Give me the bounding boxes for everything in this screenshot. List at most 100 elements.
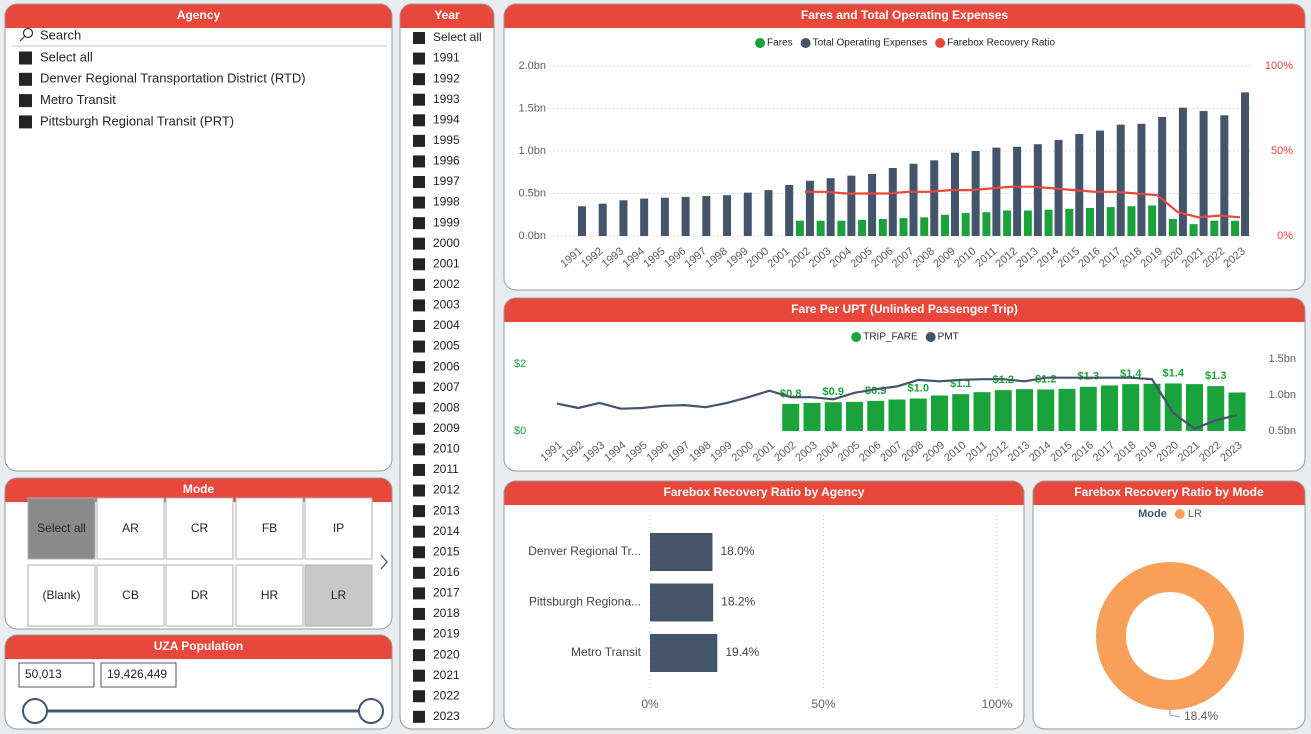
checkbox[interactable]	[413, 278, 425, 291]
checkbox[interactable]	[413, 299, 425, 312]
slicer-item[interactable]: 2007	[433, 380, 460, 394]
checkbox[interactable]	[413, 52, 425, 65]
mode-button-label[interactable]: Select all	[37, 521, 86, 535]
slicer-item[interactable]: 2004	[433, 318, 460, 332]
slicer-item[interactable]: 2000	[433, 236, 460, 250]
slicer-item[interactable]: 1992	[433, 71, 460, 85]
checkbox[interactable]	[413, 319, 425, 332]
checkbox[interactable]	[19, 115, 32, 129]
slicer-item[interactable]: 1991	[433, 51, 460, 65]
checkbox[interactable]	[413, 32, 425, 44]
slicer-item[interactable]: 2013	[433, 503, 460, 517]
checkbox[interactable]	[413, 73, 425, 86]
slicer-item[interactable]: 2019	[433, 627, 460, 641]
checkbox[interactable]	[413, 381, 425, 394]
slicer-item[interactable]: 1998	[433, 195, 460, 209]
slicer-item[interactable]: 2010	[433, 442, 460, 456]
input-box[interactable]	[100, 662, 177, 688]
input-value[interactable]: 19,426,449	[107, 667, 167, 681]
mode-button[interactable]	[27, 564, 96, 627]
slicer-item[interactable]: 2018	[433, 606, 460, 620]
slicer-item[interactable]: Pittsburgh Regional Transit (PRT)	[40, 113, 234, 128]
slicer-item[interactable]: 2003	[433, 298, 460, 312]
checkbox[interactable]	[413, 690, 425, 703]
slicer-item[interactable]: 2021	[433, 668, 460, 682]
checkbox[interactable]	[413, 93, 425, 106]
checkbox[interactable]	[413, 422, 425, 435]
checkbox[interactable]	[413, 566, 425, 579]
checkbox[interactable]	[413, 525, 425, 538]
slicer-item[interactable]: 2017	[433, 586, 460, 600]
input-value[interactable]: 50,013	[25, 667, 62, 681]
mode-button[interactable]	[165, 497, 234, 560]
slicer-item[interactable]: 2022	[433, 688, 460, 702]
checkbox[interactable]	[413, 114, 425, 127]
checkbox[interactable]	[413, 340, 425, 353]
slicer-item[interactable]: 1999	[433, 215, 460, 229]
mode-button-label[interactable]: FB	[262, 521, 277, 535]
slicer-item[interactable]: Denver Regional Transportation District …	[40, 71, 306, 86]
slider-handle[interactable]	[22, 698, 48, 724]
slicer-item[interactable]: 2001	[433, 256, 460, 270]
slicer-item[interactable]: 2015	[433, 544, 460, 558]
mode-button-label[interactable]: CR	[191, 521, 209, 535]
slicer-item[interactable]: 2002	[433, 277, 460, 291]
checkbox[interactable]	[413, 484, 425, 497]
checkbox[interactable]	[413, 669, 425, 682]
checkbox[interactable]	[413, 402, 425, 415]
mode-button-label[interactable]: IP	[333, 521, 344, 535]
checkbox[interactable]	[413, 546, 425, 559]
slicer-item[interactable]: 2008	[433, 400, 460, 414]
slicer-item[interactable]: 2012	[433, 483, 460, 497]
slicer-item[interactable]: 1995	[433, 133, 460, 147]
checkbox[interactable]	[413, 237, 425, 250]
checkbox[interactable]	[413, 196, 425, 209]
scroll-arrow[interactable]	[380, 554, 388, 570]
slicer-item[interactable]: 2011	[433, 462, 459, 476]
slicer-item[interactable]: 2023	[433, 709, 460, 723]
checkbox[interactable]	[413, 361, 425, 374]
slicer-item[interactable]: 2005	[433, 339, 460, 353]
checkbox[interactable]	[413, 155, 425, 168]
slicer-item[interactable]: 1996	[433, 154, 460, 168]
mode-button[interactable]	[304, 497, 373, 560]
mode-button[interactable]	[235, 497, 304, 560]
slider-handle[interactable]	[358, 698, 384, 724]
checkbox[interactable]	[413, 175, 425, 188]
mode-button[interactable]	[165, 564, 234, 627]
mode-button[interactable]	[235, 564, 304, 627]
mode-button-label[interactable]: LR	[331, 588, 347, 602]
checkbox[interactable]	[413, 710, 425, 723]
mode-button-label[interactable]: HR	[261, 588, 279, 602]
search-box[interactable]: Search	[40, 27, 81, 42]
checkbox[interactable]	[413, 463, 425, 476]
mode-button-label[interactable]: (Blank)	[42, 588, 80, 602]
slicer-item[interactable]: 2016	[433, 565, 460, 579]
slicer-item[interactable]: Metro Transit	[40, 92, 116, 107]
mode-button-label[interactable]: CB	[122, 588, 139, 602]
checkbox[interactable]	[413, 628, 425, 641]
mode-button[interactable]	[27, 497, 96, 560]
slicer-item[interactable]: 2006	[433, 359, 460, 373]
slicer-item[interactable]: 1997	[433, 174, 460, 188]
slicer-item[interactable]: 1994	[433, 112, 460, 126]
checkbox[interactable]	[413, 134, 425, 147]
mode-button[interactable]	[96, 497, 165, 560]
slicer-item[interactable]: 1993	[433, 92, 460, 106]
slicer-item[interactable]: 2020	[433, 647, 460, 661]
slicer-item[interactable]: 2014	[433, 524, 460, 538]
slicer-item[interactable]: Select all	[433, 30, 482, 44]
checkbox[interactable]	[19, 51, 32, 65]
checkbox[interactable]	[413, 607, 425, 620]
mode-button-label[interactable]: AR	[122, 521, 139, 535]
slicer-item[interactable]: 2009	[433, 421, 460, 435]
mode-button[interactable]	[304, 564, 373, 627]
checkbox[interactable]	[19, 94, 32, 108]
checkbox[interactable]	[413, 649, 425, 662]
checkbox[interactable]	[413, 258, 425, 271]
slicer-item[interactable]: Select all	[40, 49, 93, 64]
checkbox[interactable]	[413, 217, 425, 230]
checkbox[interactable]	[413, 443, 425, 456]
mode-button[interactable]	[96, 564, 165, 627]
input-box[interactable]	[18, 662, 95, 688]
